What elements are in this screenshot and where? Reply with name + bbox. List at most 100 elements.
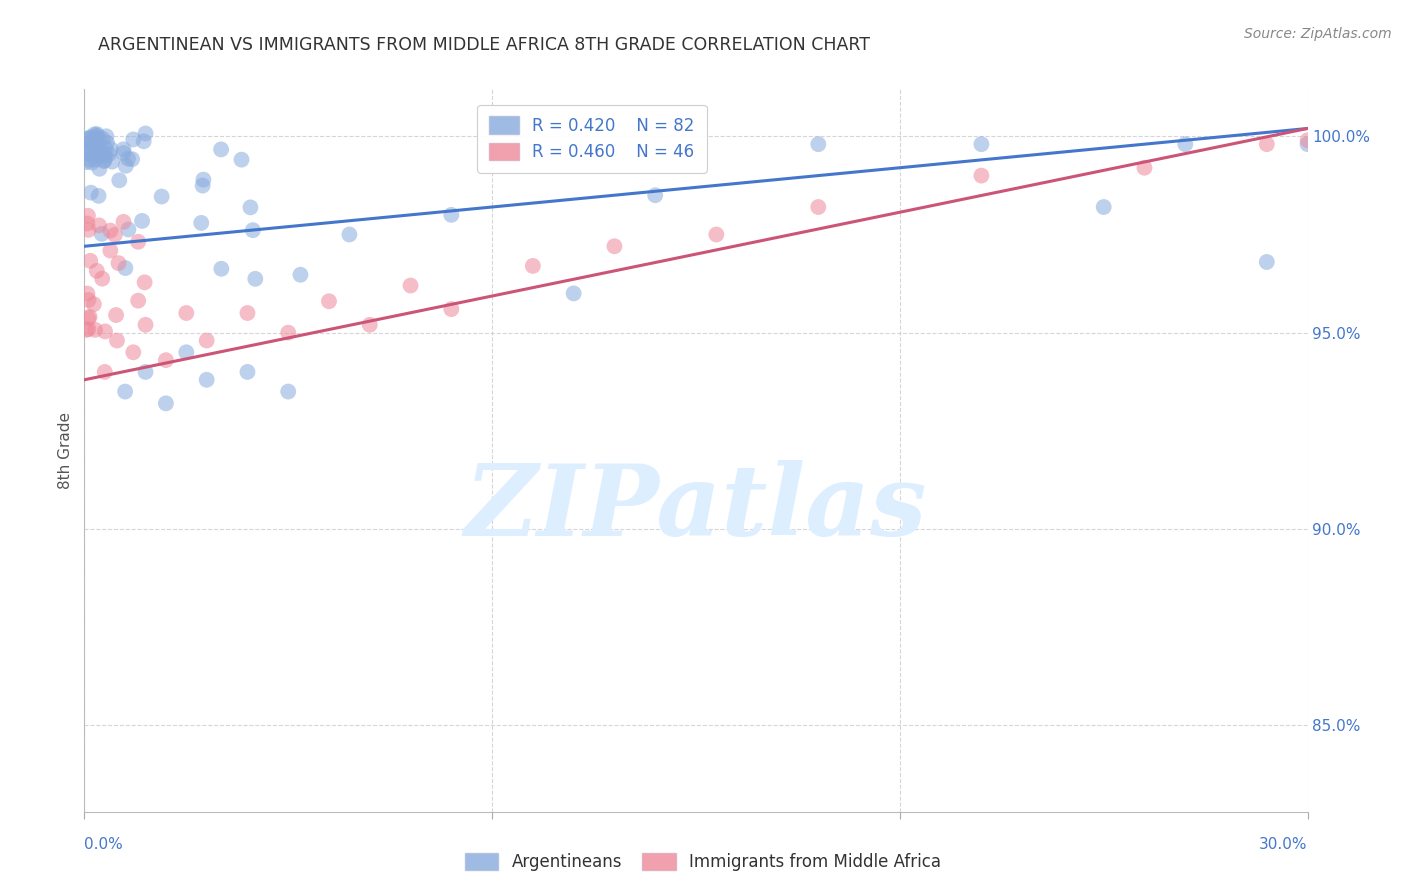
Point	[77, 223, 100, 237]
Point	[706, 227, 728, 242]
Legend: Argentineans, Immigrants from Middle Africa: Argentineans, Immigrants from Middle Afr…	[457, 845, 949, 880]
Point	[77, 293, 100, 307]
Point	[84, 130, 107, 145]
Point	[359, 318, 381, 332]
Point	[76, 217, 98, 231]
Point	[86, 127, 108, 141]
Point	[77, 322, 100, 336]
Point	[87, 189, 110, 203]
Point	[98, 244, 121, 258]
Point	[89, 132, 111, 146]
Text: Source: ZipAtlas.com: Source: ZipAtlas.com	[1244, 27, 1392, 41]
Point	[135, 127, 157, 141]
Point	[114, 261, 136, 276]
Point	[94, 142, 117, 156]
Point	[101, 154, 124, 169]
Point	[231, 153, 253, 167]
Point	[86, 128, 108, 143]
Point	[970, 169, 993, 183]
Y-axis label: 8th Grade: 8th Grade	[58, 412, 73, 489]
Point	[100, 142, 122, 156]
Point	[277, 384, 299, 399]
Point	[1256, 255, 1278, 269]
Point	[114, 384, 136, 399]
Text: ZIPatlas: ZIPatlas	[465, 460, 927, 557]
Point	[195, 373, 218, 387]
Point	[79, 253, 101, 268]
Point	[245, 272, 267, 286]
Point	[112, 215, 135, 229]
Point	[77, 311, 100, 326]
Point	[174, 345, 197, 359]
Point	[89, 161, 111, 176]
Point	[522, 259, 544, 273]
Point	[150, 189, 173, 203]
Point	[94, 325, 117, 339]
Point	[105, 308, 128, 322]
Point	[236, 306, 259, 320]
Point	[131, 214, 153, 228]
Point	[399, 278, 422, 293]
Point	[121, 152, 143, 166]
Point	[807, 200, 830, 214]
Point	[96, 129, 118, 144]
Point	[107, 256, 129, 270]
Point	[80, 186, 103, 200]
Point	[90, 227, 112, 241]
Point	[191, 178, 214, 193]
Point	[93, 153, 115, 168]
Point	[135, 318, 157, 332]
Point	[108, 173, 131, 187]
Point	[83, 297, 105, 311]
Point	[239, 200, 262, 214]
Point	[562, 286, 585, 301]
Point	[339, 227, 361, 242]
Text: ARGENTINEAN VS IMMIGRANTS FROM MIDDLE AFRICA 8TH GRADE CORRELATION CHART: ARGENTINEAN VS IMMIGRANTS FROM MIDDLE AF…	[98, 36, 870, 54]
Point	[75, 142, 97, 156]
Point	[132, 134, 155, 148]
Point	[112, 146, 135, 161]
Point	[603, 239, 626, 253]
Point	[79, 153, 101, 167]
Point	[117, 222, 139, 236]
Point	[98, 147, 121, 161]
Point	[190, 216, 212, 230]
Point	[1296, 137, 1319, 152]
Point	[193, 172, 215, 186]
Point	[83, 147, 105, 161]
Point	[114, 159, 136, 173]
Point	[127, 293, 149, 308]
Point	[77, 132, 100, 146]
Point	[82, 134, 104, 148]
Point	[104, 227, 127, 242]
Point	[236, 365, 259, 379]
Point	[87, 219, 110, 233]
Point	[135, 365, 157, 379]
Point	[105, 334, 128, 348]
Point	[122, 345, 145, 359]
Point	[174, 306, 197, 320]
Point	[75, 144, 97, 158]
Point	[89, 143, 111, 157]
Point	[93, 154, 115, 169]
Point	[195, 334, 218, 348]
Point	[83, 128, 105, 142]
Point	[84, 323, 107, 337]
Point	[127, 235, 149, 249]
Point	[1174, 137, 1197, 152]
Point	[134, 276, 156, 290]
Point	[86, 136, 108, 150]
Point	[277, 326, 299, 340]
Text: 0.0%: 0.0%	[84, 837, 124, 852]
Point	[112, 142, 135, 156]
Point	[93, 365, 115, 379]
Point	[91, 131, 114, 145]
Point	[96, 136, 118, 150]
Point	[76, 286, 98, 301]
Point	[89, 148, 111, 162]
Point	[1092, 200, 1115, 214]
Point	[1296, 133, 1319, 147]
Point	[84, 153, 107, 167]
Point	[94, 149, 117, 163]
Point	[83, 145, 105, 160]
